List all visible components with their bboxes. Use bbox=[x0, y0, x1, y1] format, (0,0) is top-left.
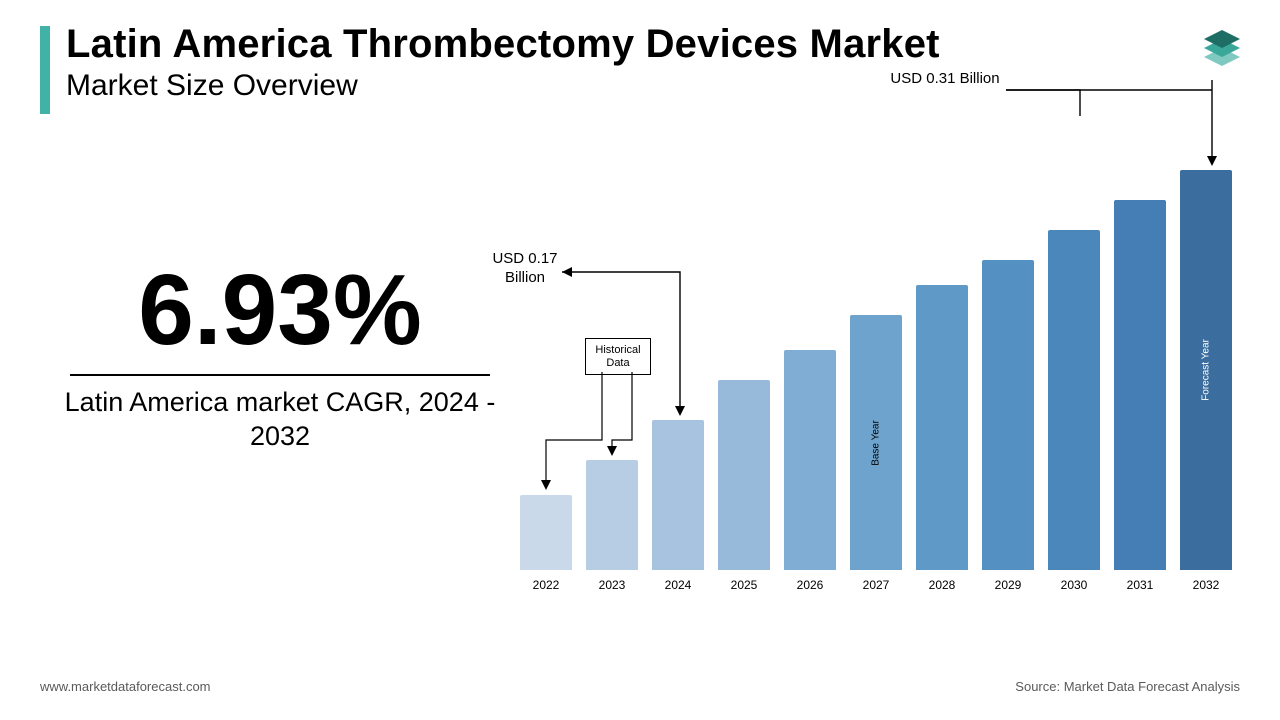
bar-2029: 2029 bbox=[982, 260, 1034, 570]
infographic-page: Latin America Thrombectomy Devices Marke… bbox=[0, 0, 1280, 720]
bar-2030: 2030 bbox=[1048, 230, 1100, 570]
footer-url: www.marketdataforecast.com bbox=[40, 679, 211, 694]
bar-2026: 2026 bbox=[784, 350, 836, 570]
bar-year-label: 2030 bbox=[1048, 578, 1100, 592]
bar-2027: 2027Base Year bbox=[850, 315, 902, 570]
bar-year-label: 2031 bbox=[1114, 578, 1166, 592]
bar-year-label: 2032 bbox=[1180, 578, 1232, 592]
bar-2023: 2023 bbox=[586, 460, 638, 570]
cagr-caption: Latin America market CAGR, 2024 - 2032 bbox=[60, 386, 500, 454]
title-block: Latin America Thrombectomy Devices Marke… bbox=[66, 22, 940, 103]
bar-year-label: 2025 bbox=[718, 578, 770, 592]
bar-year-label: 2022 bbox=[520, 578, 572, 592]
end-value-annotation: USD 0.31 Billion bbox=[890, 70, 1000, 89]
bar-2028: 2028 bbox=[916, 285, 968, 570]
bar-year-label: 2024 bbox=[652, 578, 704, 592]
bar-2032: 2032Forecast Year bbox=[1180, 170, 1232, 570]
title-accent-bar bbox=[40, 26, 50, 114]
page-subtitle: Market Size Overview bbox=[66, 69, 940, 103]
divider bbox=[70, 374, 490, 376]
brand-logo-icon bbox=[1194, 20, 1250, 76]
bar-2022: 2022 bbox=[520, 495, 572, 570]
footer-source: Source: Market Data Forecast Analysis bbox=[1015, 679, 1240, 694]
bar-2024: 2024 bbox=[652, 420, 704, 570]
bar-2031: 2031 bbox=[1114, 200, 1166, 570]
market-size-bar-chart: USD 0.31 Billion USD 0.17 Billion Histor… bbox=[520, 140, 1240, 600]
bar-2025: 2025 bbox=[718, 380, 770, 570]
page-title: Latin America Thrombectomy Devices Marke… bbox=[66, 22, 940, 67]
base-year-label: Base Year bbox=[871, 420, 882, 466]
cagr-percent: 6.93% bbox=[60, 260, 500, 360]
bars-container: 2022 2023 2024 2025 2026 2027Base Year 2028 202… bbox=[520, 140, 1240, 570]
bar-year-label: 2023 bbox=[586, 578, 638, 592]
bar-year-label: 2027 bbox=[850, 578, 902, 592]
forecast-year-label: Forecast Year bbox=[1201, 339, 1212, 401]
bar-year-label: 2028 bbox=[916, 578, 968, 592]
bar-year-label: 2029 bbox=[982, 578, 1034, 592]
bar-year-label: 2026 bbox=[784, 578, 836, 592]
cagr-block: 6.93% Latin America market CAGR, 2024 - … bbox=[60, 260, 500, 454]
